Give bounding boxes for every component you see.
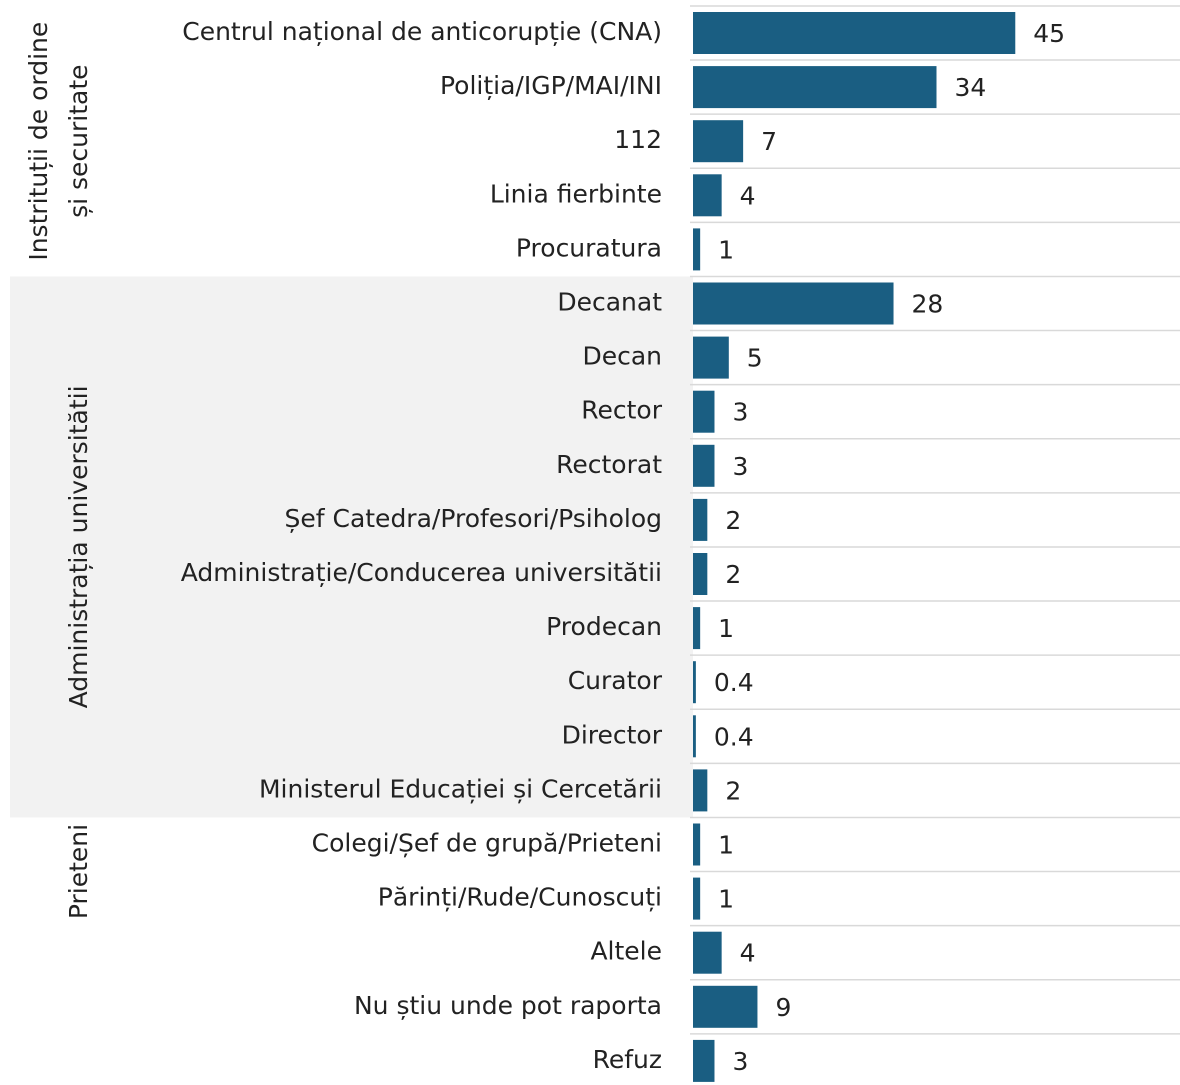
- value-label: 34: [955, 73, 987, 102]
- group-label: Administrația universitătii: [64, 385, 93, 708]
- category-label: Curator: [568, 666, 663, 695]
- category-label: Decan: [582, 342, 662, 371]
- bar: [693, 174, 722, 217]
- category-label: Rectorat: [556, 450, 662, 479]
- bar: [693, 877, 701, 920]
- bar: [693, 715, 696, 758]
- bar: [693, 1039, 715, 1082]
- value-label: 9: [775, 993, 791, 1022]
- category-label: Altele: [590, 937, 662, 966]
- bar: [693, 444, 715, 487]
- value-label: 1: [718, 614, 734, 643]
- category-label: Colegi/Șef de grupă/Prieteni: [312, 829, 662, 858]
- value-label: 7: [761, 127, 777, 156]
- bar: [693, 553, 708, 595]
- bar: [693, 282, 894, 325]
- category-label: Șef Catedra/Profesori/Psiholog: [284, 504, 662, 533]
- value-label: 2: [725, 506, 741, 535]
- bar: [693, 823, 701, 866]
- category-label: Refuz: [593, 1045, 662, 1074]
- value-label: 5: [747, 344, 763, 373]
- group-label: și securitate: [64, 64, 93, 217]
- value-label: 3: [732, 1047, 748, 1076]
- bar: [693, 12, 1016, 54]
- value-label: 0.4: [714, 668, 754, 697]
- category-label: 112: [614, 125, 662, 154]
- category-label: Decanat: [557, 288, 662, 317]
- bar: [693, 498, 708, 541]
- value-label: 3: [732, 452, 748, 481]
- category-label: Părinți/Rude/Cunoscuți: [378, 883, 662, 912]
- value-label: 45: [1033, 19, 1065, 48]
- value-label: 4: [740, 181, 756, 210]
- value-label: 1: [718, 885, 734, 914]
- value-label: 1: [718, 831, 734, 860]
- category-label: Rector: [581, 396, 662, 425]
- value-label: 0.4: [714, 722, 754, 751]
- bar: [693, 607, 701, 650]
- category-label: Nu știu unde pot raporta: [354, 991, 662, 1020]
- category-label: Poliția/IGP/MAI/INI: [440, 71, 662, 100]
- group-band: [10, 276, 693, 818]
- value-label: 3: [732, 398, 748, 427]
- value-label: 2: [725, 776, 741, 805]
- bar: [693, 228, 701, 271]
- category-label: Prodecan: [546, 612, 662, 641]
- value-label: 28: [912, 290, 944, 319]
- category-label: Centrul național de anticorupție (CNA): [182, 17, 662, 46]
- group-label: Prieteni: [64, 824, 93, 919]
- category-label: Administrație/Conducerea universitătii: [181, 558, 662, 587]
- bar: [693, 66, 937, 109]
- bar: [693, 769, 708, 812]
- category-label: Linia fierbinte: [490, 179, 662, 208]
- category-label: Ministerul Educației și Cercetării: [259, 774, 662, 803]
- bar: [693, 390, 715, 433]
- value-label: 1: [718, 235, 734, 264]
- bar: [693, 661, 696, 704]
- group-label: Instrituții de ordine: [24, 22, 53, 261]
- category-label: Director: [562, 720, 663, 749]
- bar: [693, 985, 758, 1028]
- value-label: 4: [740, 939, 756, 968]
- value-label: 2: [725, 560, 741, 589]
- bar: [693, 931, 722, 974]
- category-label: Procuratura: [516, 233, 662, 262]
- bar: [693, 336, 729, 379]
- bar: [693, 120, 744, 163]
